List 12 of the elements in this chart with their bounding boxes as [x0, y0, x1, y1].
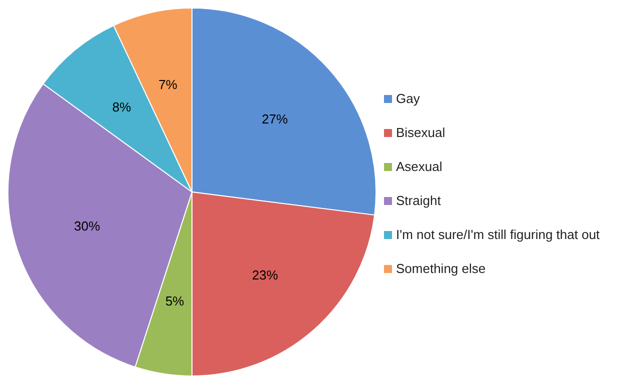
data-label: 23%: [252, 267, 278, 282]
data-label: 5%: [165, 294, 185, 309]
data-label: 8%: [112, 99, 132, 114]
legend-label: Gay: [396, 91, 420, 106]
legend-label: I'm not sure/I'm still figuring that out: [396, 227, 600, 242]
data-label: 27%: [262, 111, 288, 126]
legend-label: Straight: [396, 193, 441, 208]
legend-label: Asexual: [396, 159, 442, 174]
data-label: 7%: [158, 76, 178, 92]
legend-label: Bisexual: [396, 125, 446, 140]
legend-label: Something else: [396, 261, 486, 276]
data-label: 30%: [74, 218, 100, 234]
